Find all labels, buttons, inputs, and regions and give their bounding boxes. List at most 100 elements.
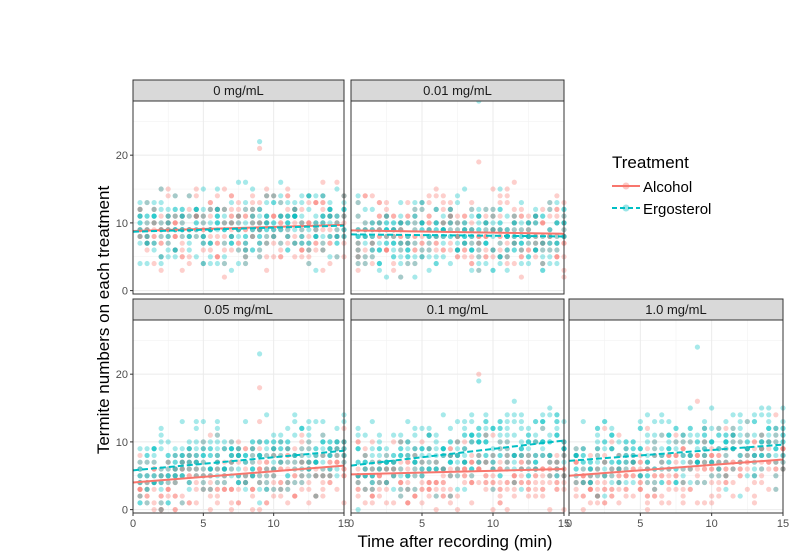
- data-point-alcohol: [151, 220, 157, 226]
- data-point-ergosterol: [490, 459, 496, 465]
- data-point-alcohol: [412, 220, 418, 226]
- data-point-ergosterol: [228, 240, 235, 246]
- data-point-ergosterol: [144, 473, 150, 479]
- data-point-ergosterol: [616, 479, 622, 486]
- data-point-ergosterol: [285, 439, 291, 445]
- data-point-alcohol: [447, 213, 453, 219]
- data-point-alcohol: [694, 398, 701, 404]
- data-point-ergosterol: [257, 486, 263, 492]
- data-point-alcohol: [533, 213, 539, 219]
- data-point-alcohol: [257, 507, 263, 513]
- data-point-ergosterol: [249, 206, 256, 212]
- data-point-alcohol: [186, 213, 192, 219]
- data-point-ergosterol: [454, 220, 461, 226]
- data-point-ergosterol: [511, 220, 517, 226]
- data-point-alcohol: [249, 206, 256, 212]
- data-point-alcohol: [405, 466, 411, 472]
- data-point-ergosterol: [257, 233, 263, 240]
- data-point-alcohol: [292, 493, 298, 499]
- data-point-ergosterol: [355, 254, 361, 260]
- data-point-ergosterol: [186, 452, 192, 459]
- data-point-alcohol: [193, 486, 199, 492]
- data-point-ergosterol: [137, 233, 143, 240]
- data-point-alcohol: [264, 220, 270, 226]
- data-point-ergosterol: [144, 473, 150, 479]
- data-point-alcohol: [540, 220, 546, 226]
- data-point-ergosterol: [630, 439, 636, 445]
- data-point-ergosterol: [144, 500, 150, 506]
- data-point-ergosterol: [609, 425, 615, 431]
- data-point-alcohol: [447, 240, 453, 246]
- data-point-alcohol: [278, 254, 284, 260]
- data-point-alcohol: [179, 459, 185, 465]
- data-point-ergosterol: [334, 213, 340, 219]
- data-point-ergosterol: [744, 439, 750, 445]
- data-point-alcohol: [313, 493, 319, 499]
- data-point-alcohol: [144, 240, 150, 246]
- data-point-alcohol: [490, 432, 496, 438]
- data-point-alcohol: [391, 439, 397, 445]
- data-point-ergosterol: [659, 418, 665, 425]
- data-point-ergosterol: [214, 446, 220, 452]
- data-point-ergosterol: [249, 213, 256, 219]
- data-point-ergosterol: [193, 254, 199, 260]
- data-point-alcohol: [165, 473, 171, 479]
- data-point-ergosterol: [687, 452, 693, 459]
- data-point-ergosterol: [391, 240, 397, 246]
- data-point-ergosterol: [327, 446, 333, 452]
- data-point-ergosterol: [285, 247, 291, 253]
- data-point-ergosterol: [483, 240, 489, 246]
- data-point-ergosterol: [249, 466, 256, 472]
- data-point-ergosterol: [405, 220, 411, 226]
- data-point-ergosterol: [580, 466, 586, 472]
- data-point-alcohol: [462, 227, 468, 233]
- data-point-ergosterol: [554, 459, 560, 465]
- data-point-alcohol: [334, 452, 340, 459]
- data-point-alcohol: [264, 473, 270, 479]
- data-point-ergosterol: [165, 247, 171, 253]
- data-point-ergosterol: [476, 206, 482, 212]
- data-point-alcohol: [228, 233, 235, 240]
- data-point-ergosterol: [200, 418, 206, 425]
- data-point-ergosterol: [193, 213, 199, 219]
- data-point-alcohol: [200, 213, 206, 219]
- data-point-alcohol: [320, 473, 326, 479]
- data-point-alcohol: [292, 206, 298, 212]
- data-point-ergosterol: [594, 459, 601, 465]
- data-point-ergosterol: [476, 213, 482, 219]
- data-point-alcohol: [419, 500, 425, 506]
- data-point-ergosterol: [172, 466, 178, 472]
- data-point-alcohol: [426, 220, 432, 226]
- data-point-ergosterol: [554, 240, 560, 246]
- data-point-ergosterol: [264, 227, 270, 233]
- data-point-ergosterol: [490, 267, 496, 273]
- data-point-ergosterol: [433, 206, 439, 212]
- data-point-ergosterol: [602, 466, 608, 472]
- data-point-alcohol: [271, 193, 277, 199]
- data-point-ergosterol: [158, 206, 164, 212]
- data-point-ergosterol: [723, 486, 729, 492]
- legend-item-ergosterol: Ergosterol: [612, 201, 711, 218]
- data-point-ergosterol: [257, 452, 263, 459]
- data-point-alcohol: [137, 493, 143, 499]
- data-point-alcohol: [137, 486, 143, 492]
- data-point-ergosterol: [165, 500, 171, 506]
- data-point-ergosterol: [179, 233, 185, 240]
- data-point-ergosterol: [730, 412, 736, 418]
- data-point-ergosterol: [644, 432, 651, 438]
- data-point-ergosterol: [398, 254, 404, 260]
- data-point-alcohol: [271, 233, 277, 240]
- data-point-ergosterol: [594, 432, 601, 438]
- data-point-ergosterol: [701, 432, 708, 438]
- data-point-ergosterol: [193, 418, 199, 425]
- data-point-alcohol: [447, 500, 453, 506]
- data-point-ergosterol: [462, 240, 468, 246]
- data-point-ergosterol: [299, 213, 305, 219]
- data-point-ergosterol: [469, 247, 475, 253]
- data-point-alcohol: [497, 500, 503, 506]
- data-point-alcohol: [609, 486, 615, 492]
- data-point-alcohol: [306, 254, 312, 260]
- data-point-alcohol: [193, 452, 199, 459]
- data-point-ergosterol: [179, 213, 185, 219]
- data-point-ergosterol: [391, 254, 397, 260]
